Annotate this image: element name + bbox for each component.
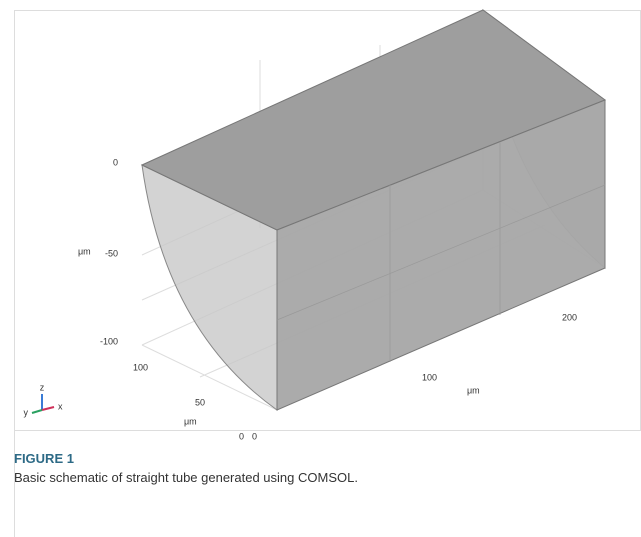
x-tick-label: 100: [422, 372, 437, 382]
triad-label: x: [58, 401, 63, 411]
z-tick-label: 0: [113, 157, 118, 167]
z-tick-label: -100: [100, 336, 118, 346]
y-axis-unit: μm: [184, 416, 197, 426]
y-tick-label: 0: [239, 431, 244, 441]
z-axis-unit: μm: [78, 246, 91, 256]
caption-text: Basic schematic of straight tube generat…: [14, 470, 358, 485]
x-axis-unit: μm: [467, 385, 480, 395]
x-tick-label: 200: [562, 312, 577, 322]
z-tick-label: -50: [105, 248, 118, 258]
y-tick-label: 100: [133, 362, 148, 372]
figure: 0 -50 -100 μm 100 50 0 μm 0 100 200 μm z…: [0, 0, 641, 537]
y-tick-label: 50: [195, 397, 205, 407]
caption-title: FIGURE 1: [14, 451, 74, 466]
x-tick-label: 0: [252, 431, 257, 441]
triad-label: y: [24, 407, 29, 417]
page: 0 -50 -100 μm 100 50 0 μm 0 100 200 μm z…: [0, 0, 641, 537]
triad-label: z: [40, 382, 45, 392]
